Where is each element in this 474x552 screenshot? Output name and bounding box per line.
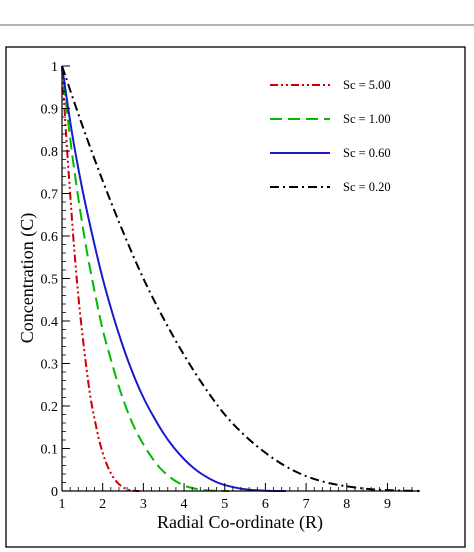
legend-label: Sc = 0.20: [343, 180, 391, 194]
y-axis-label: Concentration (C): [17, 213, 38, 343]
legend-label: Sc = 5.00: [343, 78, 391, 92]
x-tick-label: 5: [221, 497, 228, 512]
legend-label: Sc = 1.00: [343, 112, 391, 126]
series-line: [61, 65, 421, 492]
x-tick-label: 8: [343, 497, 350, 512]
series-line: [61, 65, 229, 492]
y-tick-label: 0.8: [41, 145, 59, 160]
x-tick-label: 7: [303, 497, 310, 512]
x-tick-label: 9: [384, 497, 391, 512]
legend-label: Sc = 0.60: [343, 146, 391, 160]
x-tick-label: 1: [59, 497, 66, 512]
y-tick-label: 0.1: [41, 443, 59, 458]
y-tick-label: 0.6: [41, 230, 59, 245]
series-line: [61, 65, 140, 492]
ticks-layer: 1 2 3 4 5 6 7 8 9 0 0.1 0.2 0.3 0.4 0.5 0.6 0.7 0.8 0.9 1: [41, 60, 413, 512]
figure-frame: [5, 46, 466, 548]
x-tick-label: 6: [262, 497, 269, 512]
legend: Sc = 5.00 Sc = 1.00 Sc = 0.60 Sc = 0.20: [270, 78, 391, 194]
y-tick-label: 0.9: [41, 103, 59, 118]
y-tick-label: 0.5: [41, 273, 59, 288]
x-tick-label: 4: [181, 497, 188, 512]
y-tick-label: 0.3: [41, 358, 59, 373]
y-tick-label: 0.2: [41, 400, 59, 415]
x-axis-label: Radial Co-ordinate (R): [157, 512, 323, 533]
series-line: [61, 65, 286, 492]
y-tick-label: 0.4: [41, 315, 59, 330]
y-tick-label: 0: [51, 485, 58, 500]
series-layer: [61, 65, 421, 492]
y-tick-label: 0.7: [41, 188, 59, 203]
x-tick-label: 2: [99, 497, 106, 512]
plot-area: 1 2 3 4 5 6 7 8 9 0 0.1 0.2 0.3 0.4 0.5 0.6 0.7 0.8 0.9 1: [41, 60, 421, 512]
y-tick-label: 1: [51, 60, 58, 75]
x-tick-label: 3: [140, 497, 147, 512]
